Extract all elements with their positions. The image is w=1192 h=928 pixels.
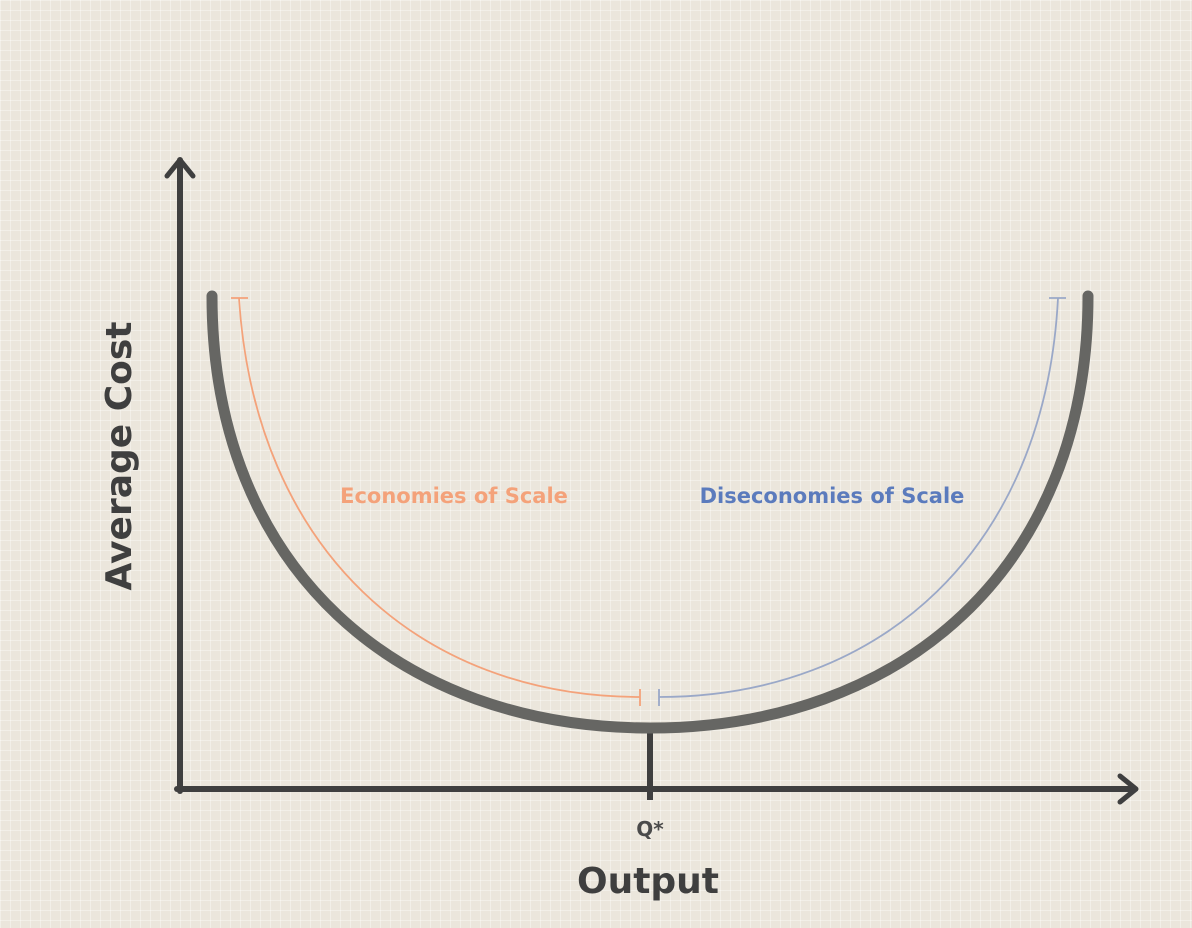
economies-of-scale-label: Economies of Scale	[340, 484, 568, 508]
x-axis-title: Output	[577, 861, 719, 902]
diseconomies-of-scale-label: Diseconomies of Scale	[700, 484, 965, 508]
y-axis-title: Average Cost	[99, 321, 140, 590]
q-star-label: Q*	[636, 817, 664, 841]
x-axis-arrow-icon	[1117, 773, 1139, 805]
economies-of-scale-arc	[238, 297, 641, 698]
average-cost-curve	[206, 290, 1094, 734]
diseconomies-of-scale-arc	[658, 297, 1059, 698]
y-axis-arrow-icon	[164, 157, 196, 179]
